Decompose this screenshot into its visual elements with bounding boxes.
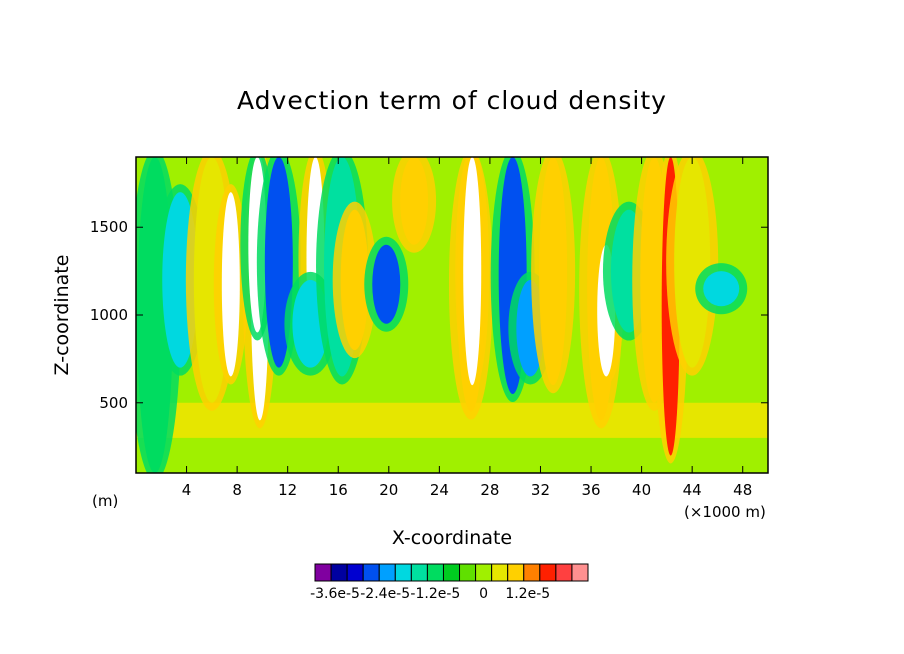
field-feature <box>400 157 429 245</box>
x-tick-label: 8 <box>232 481 242 499</box>
y-tick-label: 1000 <box>90 306 128 324</box>
field-feature <box>703 271 740 307</box>
colorbar: -3.6e-5 -2.4e-5 -1.2e-5 0 1.2e-5 <box>310 563 589 602</box>
colorbar-label: -2.4e-5 <box>360 586 410 602</box>
colorbar-swatch <box>378 563 396 582</box>
chart-title: Advection term of cloud density <box>237 86 667 115</box>
x-axis-ticks: 4 8 12 16 20 24 28 32 36 40 44 48 <box>182 157 752 499</box>
colorbar-swatch <box>571 563 589 582</box>
x-tick-label: 20 <box>379 481 398 499</box>
field-feature <box>340 209 369 351</box>
colorbar-swatch <box>410 563 428 582</box>
field-feature <box>463 157 482 386</box>
field-feature <box>539 157 568 386</box>
colorbar-swatch <box>507 563 525 582</box>
x-axis-label: X-coordinate <box>391 527 513 549</box>
x-tick-label: 32 <box>531 481 550 499</box>
colorbar-swatch <box>442 563 461 582</box>
x-tick-label: 48 <box>733 481 752 499</box>
y-tick-label: 1500 <box>90 218 128 236</box>
colorbar-label: 0 <box>479 586 488 602</box>
field-feature <box>221 192 240 377</box>
colorbar-swatch <box>330 563 348 582</box>
colorbar-swatch <box>314 563 332 582</box>
colorbar-swatch <box>539 563 557 582</box>
colorbar-swatch <box>491 563 509 582</box>
x-tick-label: 24 <box>430 481 449 499</box>
x-tick-label: 44 <box>683 481 702 499</box>
heatmap-field <box>136 157 768 473</box>
colorbar-swatch <box>459 563 477 582</box>
colorbar-swatch <box>426 563 444 582</box>
x-tick-label: 40 <box>632 481 651 499</box>
colorbar-swatch <box>523 563 541 582</box>
x-tick-label: 4 <box>182 481 192 499</box>
x-tick-label: 28 <box>480 481 499 499</box>
colorbar-label: -3.6e-5 <box>310 586 360 602</box>
colorbar-swatch <box>394 563 412 582</box>
x-tick-label: 16 <box>329 481 348 499</box>
colorbar-label: -1.2e-5 <box>410 586 460 602</box>
colorbar-swatch <box>346 563 364 582</box>
x-tick-label: 36 <box>581 481 600 499</box>
colorbar-swatch <box>475 563 493 582</box>
field-feature <box>674 157 711 368</box>
colorbar-swatch <box>362 563 380 582</box>
colorbar-swatch <box>555 563 573 582</box>
x-unit-left: (m) <box>92 492 119 510</box>
y-tick-label: 500 <box>99 394 128 412</box>
field-feature <box>372 244 401 324</box>
y-axis-ticks: 500 1000 1500 <box>90 218 768 412</box>
x-tick-label: 12 <box>278 481 297 499</box>
x-unit-right: (×1000 m) <box>684 503 766 521</box>
colorbar-label: 1.2e-5 <box>505 586 550 602</box>
